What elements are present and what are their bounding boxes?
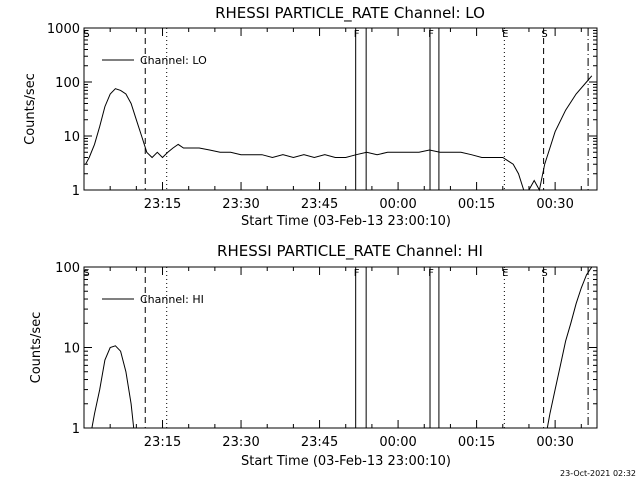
x-tick-label: 23:45 (301, 435, 338, 450)
y-tick-label: 100 (55, 76, 80, 91)
series-line (91, 345, 135, 429)
series-line (546, 266, 593, 429)
footer-timestamp: 23-Oct-2021 02:32 (560, 469, 636, 478)
series-line (85, 75, 593, 192)
chart-title: RHESSI PARTICLE_RATE Channel: HI (217, 242, 483, 261)
x-tick-label: 00:30 (536, 435, 573, 450)
event-marker-label: S (83, 29, 89, 40)
event-marker-label: E (502, 268, 508, 279)
event-marker-label: S (83, 268, 89, 279)
plot-frame (83, 266, 598, 429)
x-tick-label: 00:15 (458, 197, 495, 212)
y-axis-label: Counts/sec (23, 73, 38, 145)
event-marker-label: S (541, 29, 547, 40)
event-marker-label: F (428, 29, 434, 40)
event-marker-label: F (354, 29, 360, 40)
event-marker-label: F (354, 268, 360, 279)
x-tick-label: 23:30 (222, 435, 259, 450)
legend-label: Channel: LO (140, 54, 207, 67)
x-tick-label: 00:00 (379, 435, 416, 450)
x-axis-label: Start Time (03-Feb-13 23:00:10) (241, 214, 451, 229)
x-axis-label: Start Time (03-Feb-13 23:00:10) (241, 454, 451, 469)
x-tick-label: 23:30 (222, 197, 259, 212)
y-tick-label: 10 (63, 130, 80, 145)
x-tick-label: 23:45 (301, 197, 338, 212)
y-tick-label: 1000 (47, 22, 80, 37)
y-tick-label: 1 (72, 184, 80, 199)
legend-label: Channel: HI (140, 293, 204, 306)
plot-frame (83, 27, 598, 191)
y-tick-label: 100 (55, 261, 80, 276)
chart-title: RHESSI PARTICLE_RATE Channel: LO (215, 4, 485, 23)
y-axis-label: Counts/sec (29, 312, 44, 384)
x-tick-label: 00:15 (458, 435, 495, 450)
event-marker-label: E (502, 29, 508, 40)
x-tick-label: 23:15 (144, 435, 181, 450)
y-tick-label: 1 (72, 422, 80, 437)
x-tick-label: 23:15 (144, 197, 181, 212)
event-marker-label: F (428, 268, 434, 279)
x-tick-label: 00:00 (379, 197, 416, 212)
y-tick-label: 10 (63, 342, 80, 357)
event-marker-label: S (541, 268, 547, 279)
x-tick-label: 00:30 (536, 197, 573, 212)
